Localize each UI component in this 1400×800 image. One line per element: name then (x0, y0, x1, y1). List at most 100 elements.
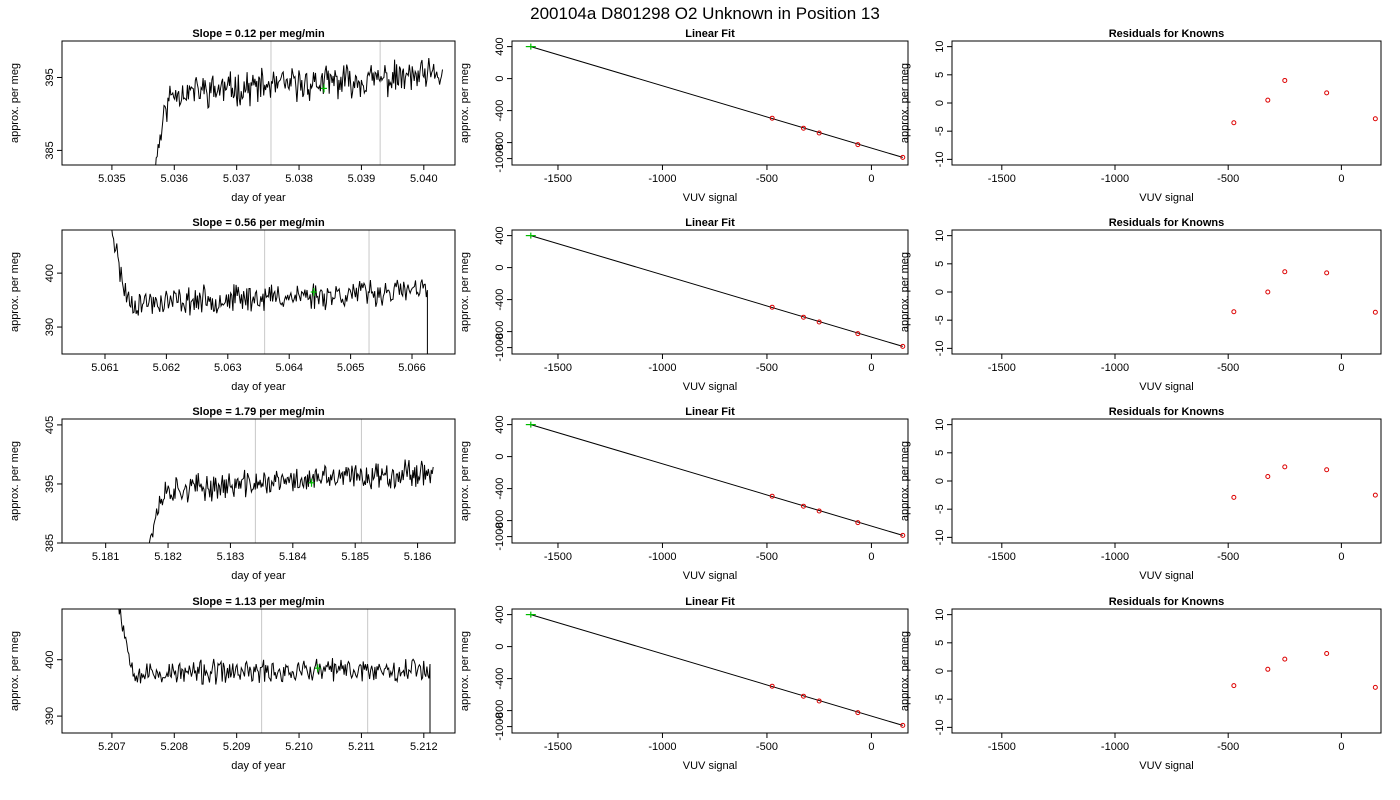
y-tick-label: 405 (44, 416, 56, 434)
fit-panel-3: Linear Fit-1500 -1000 -500 0-1000-800-40004… (459, 406, 909, 582)
x-tick-label: -500 (756, 551, 778, 563)
y-tick-label: -800 (494, 321, 506, 343)
panel-title: Linear Fit (685, 217, 735, 229)
x-axis-label: VUV signal (683, 381, 737, 393)
y-tick-label: 5 (934, 72, 946, 78)
x-axis-label: VUV signal (683, 760, 737, 772)
panel-title: Slope = 0.56 per meg/min (192, 217, 325, 229)
plot-frame (951, 608, 1382, 734)
y-tick-label: 0 (494, 265, 506, 271)
fit-panel-1: Linear Fit-1500 -1000 -500 0-1000-800-40004… (459, 28, 909, 204)
x-tick-label: 5.184 (279, 551, 307, 563)
x-tick-label: -500 (1217, 551, 1239, 563)
y-tick-label: -5 (934, 126, 946, 136)
x-tick-label: 5.183 (217, 551, 245, 563)
y-axis-label: approx. per meg (899, 631, 911, 711)
x-tick-label: 5.185 (341, 551, 369, 563)
x-axis-label: VUV signal (1139, 760, 1193, 772)
known-point (769, 493, 775, 499)
x-tick-label: -1000 (1101, 741, 1129, 753)
panel-title: Residuals for Knowns (1109, 406, 1225, 418)
residual-point (1231, 683, 1237, 689)
resid-panel-2: Residuals for Knowns -1500 -1000 -500 0 -10 -5… (899, 217, 1382, 393)
y-tick-label: -1000 (494, 334, 506, 362)
left-panel-3: Slope = 1.79 per meg/min 5.181 5.182 5.183 5… (9, 406, 456, 582)
y-tick-label: -10 (934, 529, 946, 545)
x-tick-label: -1000 (1101, 362, 1129, 374)
plot-frame (951, 418, 1382, 544)
plot-frame (61, 608, 456, 734)
y-tick-label: -400 (494, 478, 506, 500)
residual-point (1324, 651, 1330, 657)
y-tick-label: 0 (494, 644, 506, 650)
y-axis-label: approx. per meg (899, 63, 911, 143)
x-tick-label: -500 (1217, 741, 1239, 753)
y-tick-label: 395 (44, 475, 56, 493)
y-axis-label: approx. per meg (459, 631, 471, 711)
known-point (900, 154, 906, 160)
known-point (816, 508, 822, 514)
fit-panel-4: Linear Fit-1500 -1000 -500 0-1000-800-40004… (459, 596, 909, 772)
plot-frame (61, 229, 456, 355)
x-tick-label: -1500 (988, 551, 1016, 563)
y-tick-label: 400 (44, 651, 56, 669)
y-tick-label: -800 (494, 132, 506, 154)
x-tick-label: -1500 (544, 741, 572, 753)
y-tick-label: 400 (494, 37, 506, 55)
x-tick-label: -1000 (1101, 551, 1129, 563)
plot-area (155, 41, 443, 165)
y-tick-label: -400 (494, 668, 506, 690)
plot-frame (511, 608, 909, 734)
x-axis-label: day of year (231, 192, 286, 204)
y-tick-label: -1000 (494, 713, 506, 741)
y-tick-label: 5 (934, 640, 946, 646)
x-tick-label: 5.066 (398, 362, 426, 374)
resid-panel-1: Residuals for Knowns -1500 -1000 -500 0 -10 -5… (899, 28, 1382, 204)
known-point (801, 503, 807, 509)
x-tick-label: -500 (756, 173, 778, 185)
y-tick-label: -800 (494, 510, 506, 532)
x-axis-label: VUV signal (683, 570, 737, 582)
x-tick-label: 5.036 (161, 173, 189, 185)
residual-point (1231, 494, 1237, 500)
y-tick-label: 0 (934, 668, 946, 674)
known-point (801, 125, 807, 131)
plot-area (525, 421, 906, 538)
known-point (801, 693, 807, 699)
y-tick-label: 0 (494, 76, 506, 82)
x-tick-label: -1500 (544, 362, 572, 374)
panel-title: Slope = 1.79 per meg/min (192, 406, 325, 418)
plot-area (525, 611, 906, 728)
y-tick-label: -10 (934, 340, 946, 356)
x-axis-label: VUV signal (1139, 192, 1193, 204)
known-point (769, 115, 775, 121)
x-tick-label: 5.186 (404, 551, 432, 563)
plot-frame (61, 40, 456, 166)
x-tick-label: 5.208 (161, 741, 189, 753)
panel-title: Slope = 1.13 per meg/min (192, 596, 325, 608)
x-tick-label: 0 (868, 551, 874, 563)
plot-frame (61, 418, 456, 544)
y-tick-label: 0 (934, 100, 946, 106)
y-axis-label: approx. per meg (899, 441, 911, 521)
residual-point (1231, 309, 1237, 315)
x-tick-label: 5.038 (285, 173, 313, 185)
y-tick-label: 0 (494, 454, 506, 460)
x-tick-label: 5.062 (153, 362, 181, 374)
panel-grid: Slope = 0.12 per meg/min 5.035 5.036 5.037 5… (9, 28, 1382, 772)
known-point (900, 532, 906, 538)
y-tick-label: 385 (44, 141, 56, 159)
fit-line (530, 614, 903, 726)
plot-area (118, 609, 431, 733)
x-axis-label: day of year (231, 381, 286, 393)
y-tick-label: 400 (44, 264, 56, 282)
residual-point (1231, 120, 1237, 126)
y-axis-label: approx. per meg (9, 631, 21, 711)
panel-title: Residuals for Knowns (1109, 28, 1225, 40)
y-tick-label: 0 (934, 478, 946, 484)
resid-panel-3: Residuals for Knowns -1500 -1000 -500 0 -10 -5… (899, 406, 1382, 582)
panel-title: Residuals for Knowns (1109, 217, 1225, 229)
residual-point (1372, 492, 1378, 498)
y-tick-label: 400 (494, 605, 506, 623)
y-tick-label: -10 (934, 719, 946, 735)
